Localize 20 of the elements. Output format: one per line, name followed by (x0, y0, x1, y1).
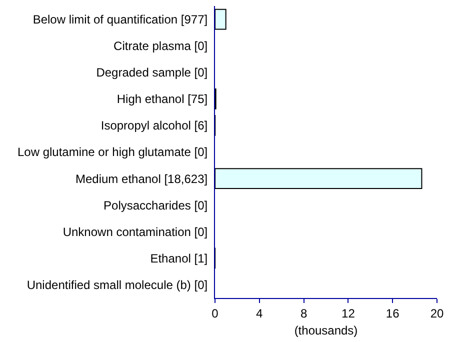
y-tick-label: Polysaccharides [0] (104, 198, 208, 212)
y-tick-label: Low glutamine or high glutamate [0] (17, 145, 208, 160)
x-tick-label: 0 (212, 306, 219, 320)
y-tick-label: Unknown contamination [0] (62, 224, 208, 239)
x-axis-title: (thousands) (294, 323, 358, 338)
x-tick-label: 16 (386, 306, 400, 320)
bar (215, 168, 422, 189)
y-tick-label: Below limit of quantification [977] (32, 12, 208, 26)
y-tick-label: Isopropyl alcohol [6] (100, 118, 208, 133)
bar (215, 8, 226, 30)
y-tick-label: Ethanol [1] (150, 251, 208, 266)
y-tick-label: High ethanol [75] (116, 92, 208, 106)
y-tick-label: Medium ethanol [18,623] (76, 172, 208, 186)
x-tick-label: 12 (342, 306, 356, 320)
x-tick-label: 4 (256, 306, 264, 320)
y-tick-label: Citrate plasma [0] (114, 39, 208, 54)
y-tick-label: Degraded sample [0] (96, 66, 208, 80)
y-tick-label: Unidentified small molecule (b) [0] (26, 278, 208, 292)
x-tick-label: 20 (430, 306, 444, 320)
x-tick-label: 8 (300, 306, 308, 320)
